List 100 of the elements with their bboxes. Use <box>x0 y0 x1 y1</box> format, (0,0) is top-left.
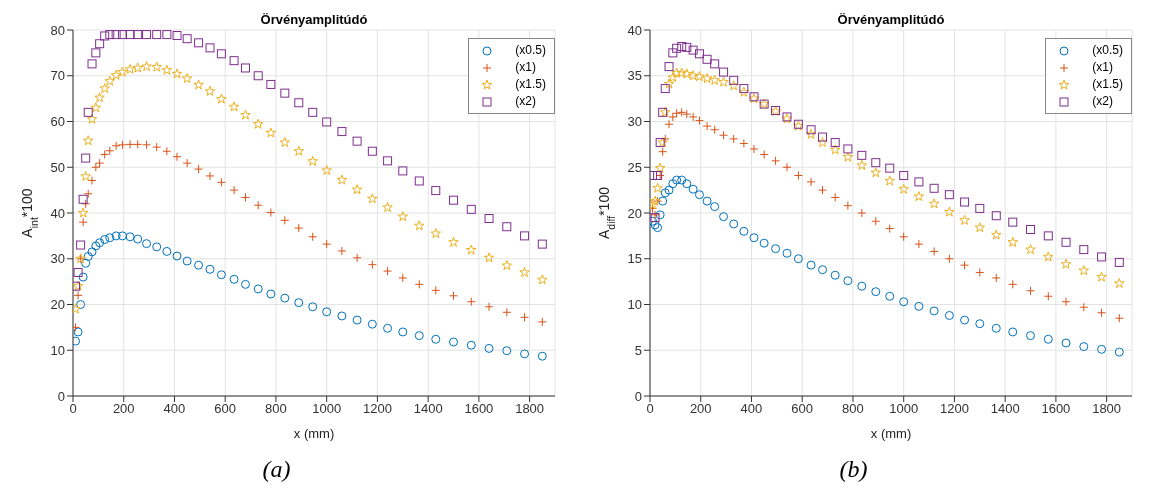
point <box>280 215 290 225</box>
point <box>414 331 424 341</box>
point <box>928 198 940 209</box>
point <box>843 276 853 286</box>
point <box>205 43 215 53</box>
x-tick-label: 600 <box>791 401 814 417</box>
point <box>73 322 81 332</box>
point <box>82 135 94 146</box>
point <box>885 224 895 234</box>
point <box>152 142 162 152</box>
point <box>664 119 674 129</box>
point <box>466 297 476 307</box>
y-tick-label: 15 <box>627 251 642 267</box>
point <box>280 88 290 98</box>
point <box>991 323 1001 333</box>
x-tick-label: 1200 <box>939 401 969 417</box>
point <box>974 222 986 233</box>
point <box>367 146 377 156</box>
legend-label: (x1) <box>1092 59 1113 76</box>
point <box>142 239 152 249</box>
point <box>843 201 853 211</box>
point <box>687 70 699 81</box>
legend-label: (x2) <box>1092 93 1113 110</box>
y-tick-label: 25 <box>627 159 642 175</box>
point <box>660 188 670 198</box>
point <box>73 267 83 277</box>
point <box>830 192 840 202</box>
point <box>194 38 204 48</box>
point <box>668 112 678 122</box>
point <box>710 202 720 212</box>
point <box>161 64 173 75</box>
point <box>991 273 1001 283</box>
point <box>414 279 424 289</box>
point <box>80 170 91 181</box>
point <box>100 149 110 159</box>
point <box>117 231 127 241</box>
point <box>520 349 530 359</box>
point <box>1043 334 1053 344</box>
point <box>241 279 251 289</box>
point <box>91 241 101 251</box>
point <box>337 246 347 256</box>
x-tick-label: 1400 <box>413 401 443 417</box>
point <box>431 186 441 196</box>
point <box>655 210 665 220</box>
point <box>701 72 713 84</box>
point <box>241 192 251 202</box>
point <box>818 265 828 275</box>
point <box>857 150 867 160</box>
point <box>1008 327 1018 337</box>
point <box>1097 308 1107 318</box>
point <box>694 49 704 59</box>
point <box>383 266 393 276</box>
point <box>782 248 792 258</box>
point <box>105 233 115 243</box>
point <box>806 260 816 270</box>
point <box>194 164 204 174</box>
point <box>398 327 408 337</box>
point <box>95 158 105 168</box>
point <box>367 260 377 270</box>
point <box>172 251 182 261</box>
point <box>682 179 692 189</box>
y-tick-label: 35 <box>627 68 642 84</box>
point <box>1026 224 1036 234</box>
x-tick-label: 1000 <box>889 401 919 417</box>
legend-label: (x1.5) <box>1092 76 1123 93</box>
point <box>111 30 121 40</box>
point <box>749 144 759 154</box>
y-tick-label: 60 <box>50 114 65 130</box>
point <box>100 31 110 41</box>
point <box>960 260 970 270</box>
point <box>77 207 89 218</box>
point <box>899 232 909 242</box>
chart-title: Örvényamplitúdó <box>259 12 369 27</box>
point <box>133 30 143 40</box>
point <box>729 134 739 144</box>
point <box>729 219 739 229</box>
point <box>142 30 152 40</box>
point <box>694 190 704 200</box>
point <box>1096 271 1107 282</box>
point <box>398 273 408 283</box>
legend-label: (x1) <box>515 59 536 76</box>
point <box>83 189 93 199</box>
point <box>818 185 828 195</box>
point <box>885 163 895 173</box>
point <box>117 66 128 77</box>
point <box>294 98 304 108</box>
point <box>914 239 924 249</box>
point <box>944 190 954 200</box>
point <box>241 63 251 73</box>
point <box>960 197 970 207</box>
point <box>719 130 729 140</box>
point <box>502 307 512 317</box>
point <box>672 175 682 185</box>
point <box>749 233 759 243</box>
point <box>337 311 347 321</box>
point <box>991 211 1001 221</box>
y-tick-label: 40 <box>627 22 642 38</box>
x-tick-label: 1600 <box>464 401 494 417</box>
point <box>253 200 263 210</box>
point <box>771 156 781 166</box>
